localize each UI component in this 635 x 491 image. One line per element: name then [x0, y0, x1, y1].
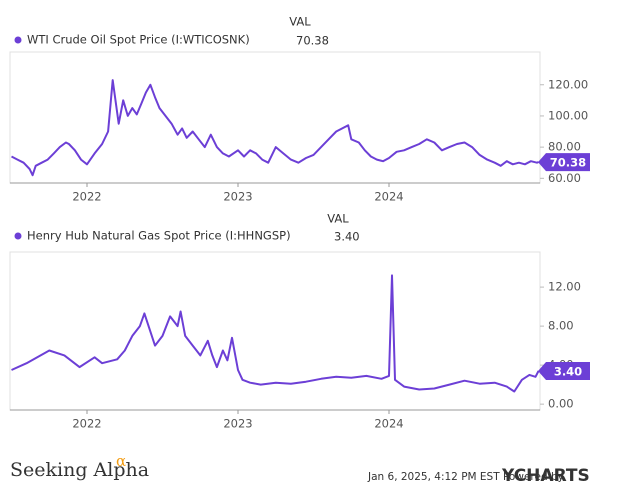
plot-frame — [9, 251, 541, 411]
y-tick-label: 120.00 — [548, 77, 588, 91]
badge-label: 3.40 — [554, 364, 582, 378]
x-tick-label: 2023 — [223, 190, 252, 204]
series-line — [11, 79, 539, 177]
y-tick-label: 12.00 — [548, 280, 581, 294]
legend-header: VAL — [327, 212, 349, 226]
legend-value: 3.40 — [334, 230, 360, 244]
legend-label: WTI Crude Oil Spot Price (I:WTICOSNK) — [27, 33, 250, 47]
legend-label: Henry Hub Natural Gas Spot Price (I:HHNG… — [27, 229, 291, 243]
badge-label: 70.38 — [550, 156, 586, 170]
y-tick-label: 80.00 — [548, 140, 581, 154]
series-line — [11, 274, 540, 393]
legend-dot — [14, 232, 22, 240]
x-tick-label: 2024 — [374, 190, 403, 204]
legend-header: VAL — [289, 15, 311, 29]
legend-value: 70.38 — [296, 34, 329, 48]
y-tick-label: 100.00 — [548, 108, 588, 122]
brand: YCHARTS — [501, 466, 590, 486]
y-tick-label: 60.00 — [548, 171, 581, 185]
y-tick-label: 8.00 — [548, 319, 574, 333]
y-tick-label: 0.00 — [548, 397, 574, 411]
legend-dot — [14, 36, 22, 44]
plot-frame — [9, 51, 541, 184]
x-tick-label: 2023 — [223, 417, 252, 431]
x-tick-label: 2022 — [72, 190, 101, 204]
x-tick-label: 2024 — [374, 417, 403, 431]
logo-mark: α — [116, 452, 126, 470]
value-badge — [538, 361, 590, 380]
x-tick-label: 2022 — [72, 417, 101, 431]
value-badge — [538, 153, 590, 172]
logo: Seeking Alpha — [10, 459, 149, 481]
timestamp: Jan 6, 2025, 4:12 PM EST Powered by — [367, 471, 564, 483]
